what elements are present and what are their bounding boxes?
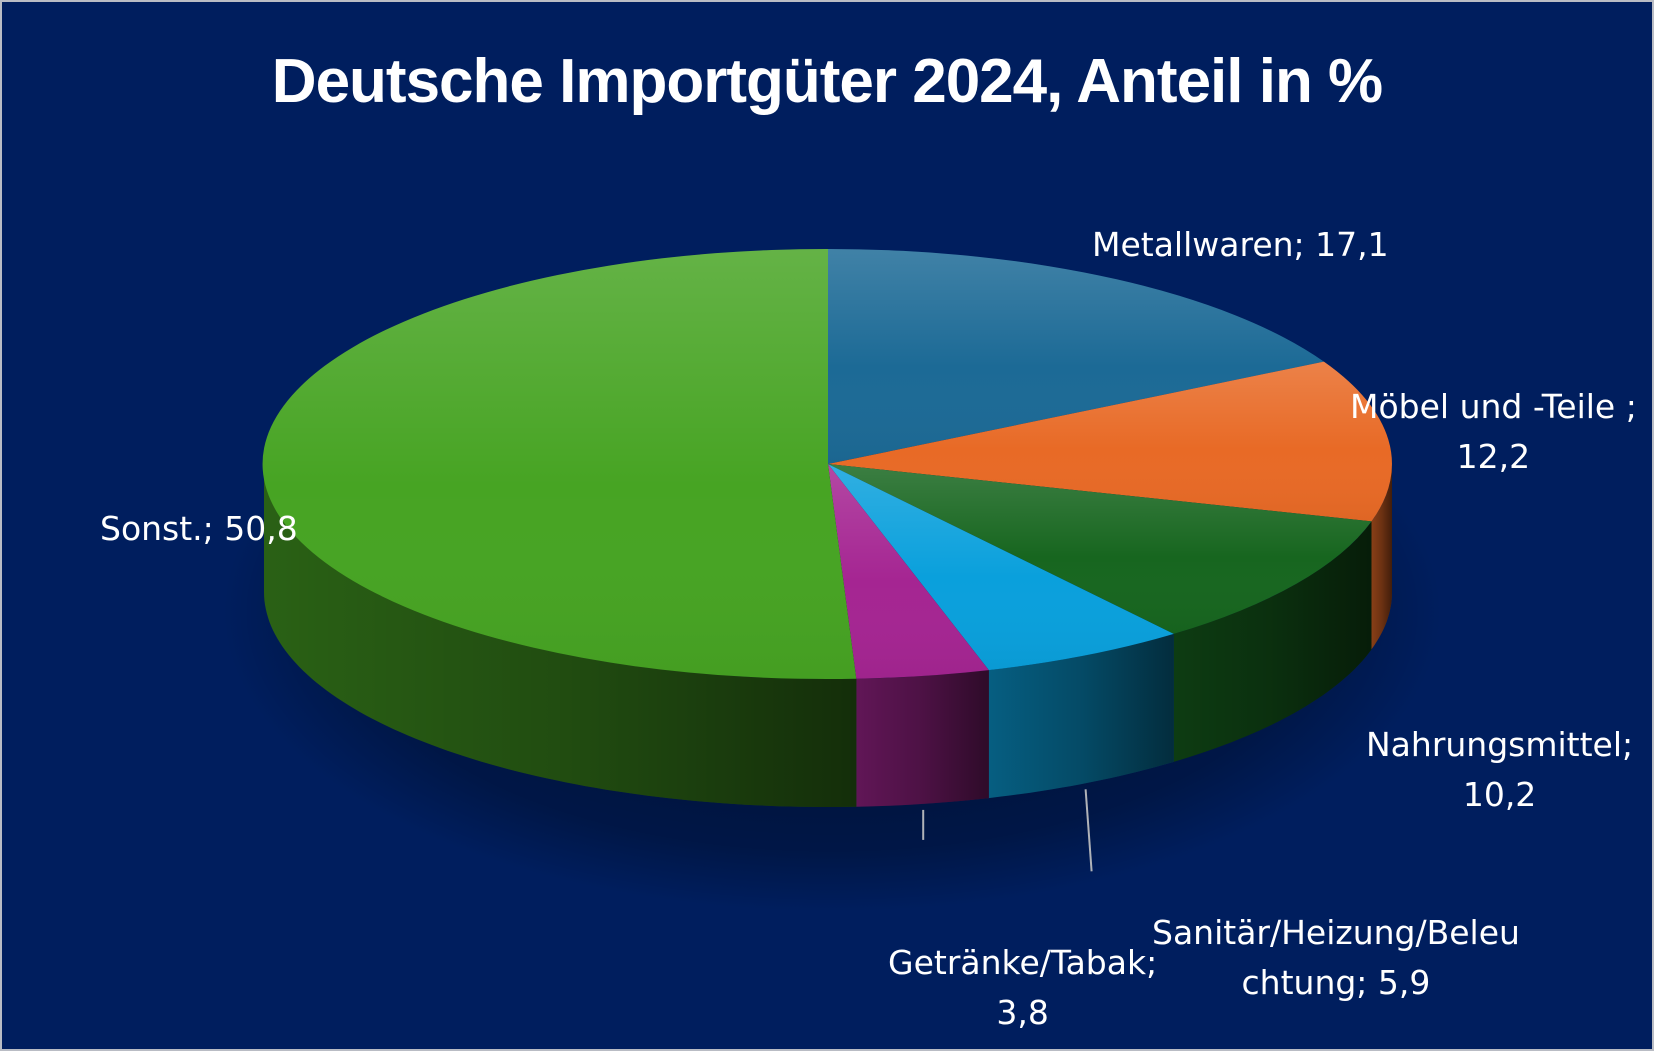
pie-side-shade-sonst <box>264 464 857 807</box>
label-sanitaer-line1: Sanitär/Heizung/Beleu <box>1152 913 1520 952</box>
chart-title: Deutsche Importgüter 2024, Anteil in % <box>271 47 1383 116</box>
pie-side-shade-sanitaer-heizung-beleuchtung <box>988 633 1174 799</box>
leader-line-sanitaer <box>1084 789 1093 872</box>
pie-side-shade-getraenke-tabak <box>856 670 989 807</box>
label-moebel: Möbel und -Teile ; 12,2 <box>1350 382 1637 482</box>
label-metallwaren: Metallwaren; 17,1 <box>1092 220 1389 270</box>
label-sonst: Sonst.; 50,8 <box>100 504 298 554</box>
pie-slice-shine-metallwaren <box>828 249 1324 464</box>
label-sanitaer: Sanitär/Heizung/Beleu chtung; 5,9 <box>1152 908 1520 1008</box>
pie-slice-shine-getraenke-tabak <box>828 464 989 679</box>
pie-tops <box>262 248 1392 679</box>
label-moebel-line1: Möbel und -Teile ; <box>1350 387 1637 426</box>
label-getraenke-line1: Getränke/Tabak; <box>888 943 1158 982</box>
pie-slice-shine-sanitaer-heizung-beleuchtung <box>828 464 1174 671</box>
label-nahrungsmittel-line1: Nahrungsmittel; <box>1366 725 1634 764</box>
leader-lines <box>922 789 1093 872</box>
label-getraenke: Getränke/Tabak; 3,8 <box>888 938 1157 1038</box>
label-nahrungsmittel-line2: 10,2 <box>1462 775 1537 814</box>
pie-slice-shine-nahrungsmittel <box>828 464 1372 634</box>
pie-side-shade-moebel-und-teile <box>1371 464 1392 650</box>
pie-sides <box>264 464 1392 807</box>
label-getraenke-line2: 3,8 <box>996 993 1049 1032</box>
label-metallwaren-line1: Metallwaren; 17,1 <box>1092 225 1389 264</box>
pie-slice-shine-sonst <box>262 248 857 679</box>
label-nahrungsmittel: Nahrungsmittel; 10,2 <box>1366 720 1633 820</box>
label-sonst-line1: Sonst.; 50,8 <box>100 509 298 548</box>
label-moebel-line2: 12,2 <box>1456 437 1531 476</box>
pie-slice-shine-moebel-und-teile <box>828 361 1392 522</box>
pie-side-shade-nahrungsmittel <box>1173 521 1372 762</box>
label-sanitaer-line2: chtung; 5,9 <box>1241 963 1431 1002</box>
